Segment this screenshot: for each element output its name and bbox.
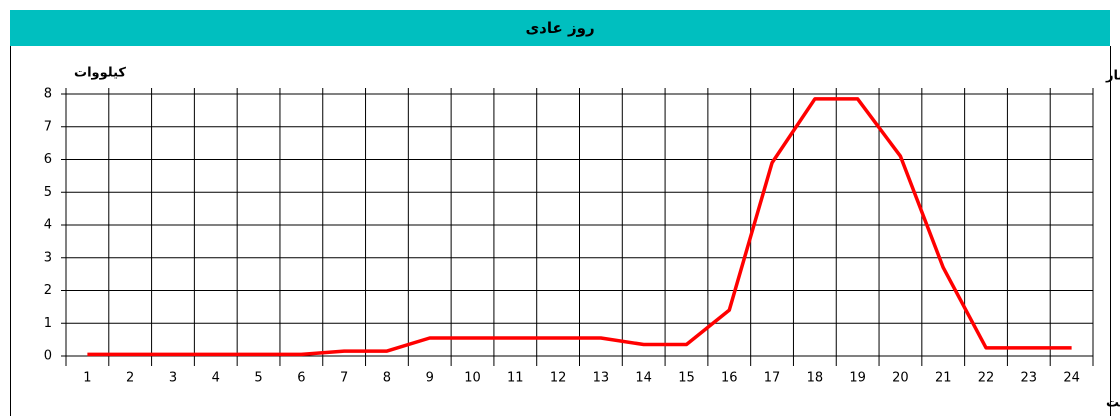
x-tick-label: 1 — [83, 371, 91, 386]
x-tick-label: 18 — [807, 371, 824, 386]
x-tick-label: 5 — [254, 371, 262, 386]
x-tick-label: 8 — [383, 371, 391, 386]
x-tick-label: 11 — [507, 371, 524, 386]
y-tick-label: 1 — [44, 316, 52, 331]
x-tick-label: 13 — [593, 371, 610, 386]
x-tick-label: 6 — [297, 371, 305, 386]
header-bar: روز عادی — [10, 10, 1110, 46]
x-tick-label: 10 — [464, 371, 481, 386]
x-tick-label: 14 — [635, 371, 652, 386]
x-axis-label: ساعت — [1106, 396, 1120, 411]
y-tick-label: 2 — [44, 283, 52, 298]
y-tick-label: 4 — [44, 218, 52, 233]
x-tick-label: 22 — [978, 371, 995, 386]
y-tick-label: 0 — [44, 349, 52, 364]
y-axis-label: کیلووات — [74, 66, 126, 81]
frame — [10, 46, 1111, 416]
y-tick-label: 3 — [44, 250, 52, 265]
series-line — [87, 97, 1072, 357]
x-tick-label: 15 — [678, 371, 695, 386]
x-tick-label: 7 — [340, 371, 348, 386]
x-tick-label: 2 — [126, 371, 134, 386]
x-tick-label: 20 — [892, 371, 909, 386]
y-tick-label: 8 — [44, 87, 52, 102]
x-tick-label: 16 — [721, 371, 738, 386]
y-tick-label: 7 — [44, 119, 52, 134]
x-tick-label: 21 — [935, 371, 952, 386]
chart-title: منحنی بار — [1105, 69, 1120, 84]
y-tick-label: 5 — [44, 185, 52, 200]
x-tick-label: 12 — [550, 371, 567, 386]
x-tick-label: 9 — [426, 371, 434, 386]
x-tick-label: 17 — [764, 371, 781, 386]
x-tick-label: 23 — [1021, 371, 1038, 386]
x-tick-label: 4 — [212, 371, 220, 386]
x-tick-label: 19 — [849, 371, 866, 386]
x-tick-label: 3 — [169, 371, 177, 386]
x-tick-label: 24 — [1063, 371, 1080, 386]
y-tick-label: 6 — [44, 152, 52, 167]
header-title: روز عادی — [525, 19, 595, 37]
